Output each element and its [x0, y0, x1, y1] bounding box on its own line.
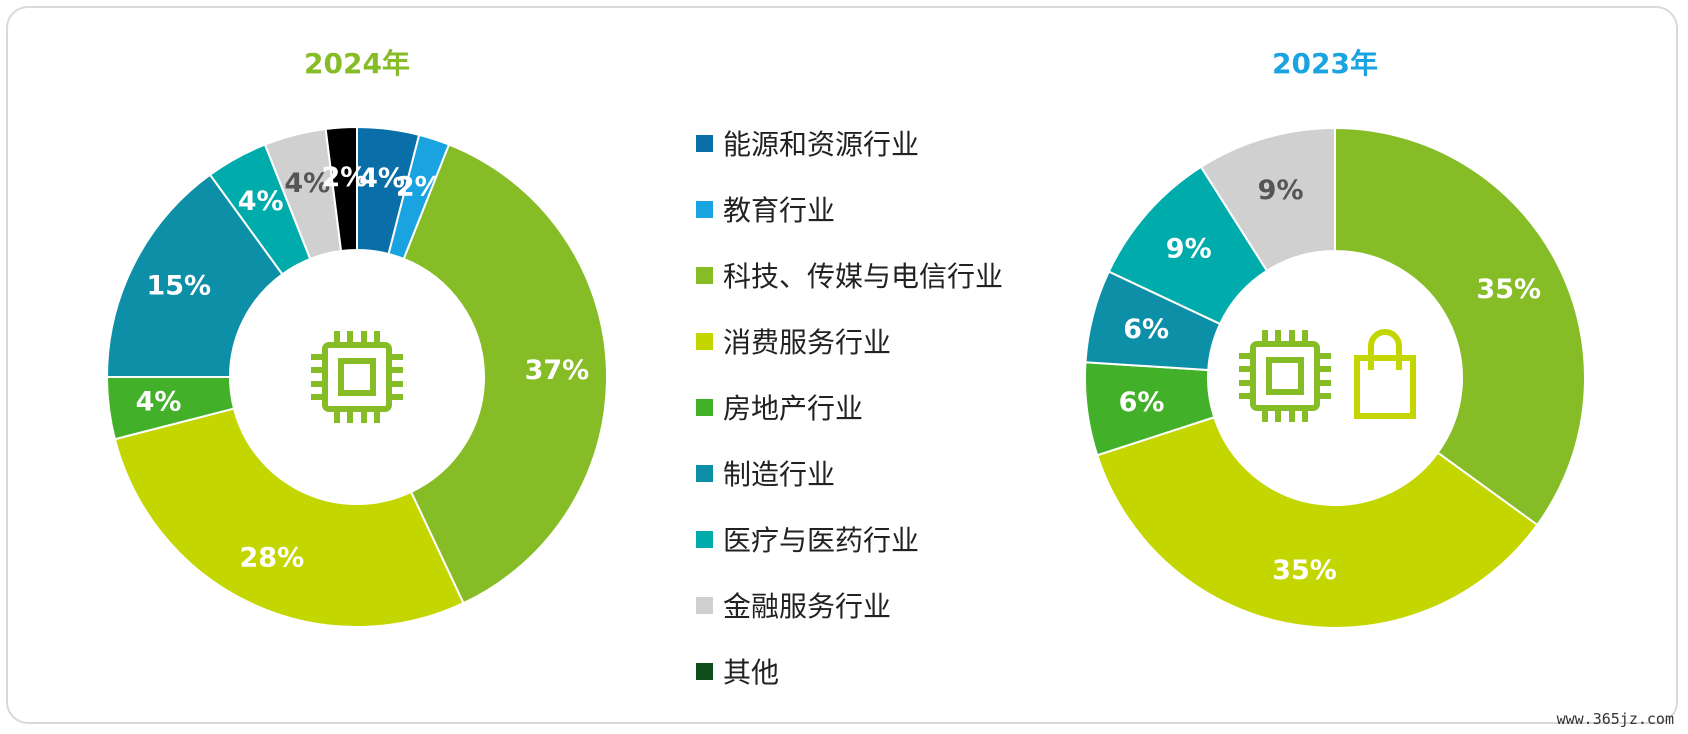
- legend-label: 制造行业: [723, 458, 836, 491]
- slice-label: 4%: [359, 163, 405, 194]
- donut-slice: [1199, 126, 1336, 273]
- donut-slice: [324, 125, 358, 253]
- slice-label: 28%: [240, 542, 305, 573]
- legend-item: 其他: [696, 638, 1003, 704]
- legend-swatch: [696, 134, 713, 152]
- legend-label: 金融服务行业: [723, 590, 892, 623]
- donut-slice: [1334, 126, 1586, 527]
- slice-label: 9%: [1258, 175, 1304, 206]
- chip-icon: [311, 331, 403, 423]
- legend-swatch: [696, 464, 713, 482]
- watermark: www.365jz.com: [1556, 710, 1674, 728]
- legend-item: 教育行业: [696, 176, 1003, 242]
- legend: 能源和资源行业 教育行业科技、传媒与电信行业 消费服务行业 房地产行业制造行业医疗与医…: [696, 110, 1003, 704]
- donut-slice: [105, 173, 284, 378]
- legend-item: 制造行业: [696, 440, 1003, 506]
- donut-1: 35% 35% 6% 6% 9% 9%: [1084, 126, 1586, 629]
- slice-label: 4%: [238, 186, 284, 217]
- legend-label: 能源和资源行业: [723, 128, 920, 161]
- slice-label: 4%: [136, 387, 182, 418]
- slice-label: 6%: [1123, 314, 1169, 345]
- slice-label: 35%: [1476, 274, 1541, 305]
- legend-label: 房地产行业: [723, 392, 864, 425]
- legend-item: 金融服务行业: [696, 572, 1003, 638]
- slice-label: 35%: [1272, 555, 1337, 586]
- chart-title-2024: 2024年: [304, 47, 410, 80]
- chip-icon: [1239, 330, 1331, 422]
- legend-swatch: [696, 200, 713, 218]
- donut-0: 4%2%37%28%4%15%4%4%2%: [105, 125, 608, 628]
- shopping-bag-icon: [1354, 329, 1416, 419]
- donut-slice: [1095, 415, 1539, 629]
- slice-label: 4%: [284, 168, 330, 199]
- legend-swatch: [696, 596, 713, 614]
- legend-item: 能源和资源行业: [696, 110, 1003, 176]
- legend-label: 其他: [723, 656, 780, 689]
- legend-item: 医疗与医药行业: [696, 506, 1003, 572]
- legend-item: 房地产行业: [696, 374, 1003, 440]
- slice-label: 6%: [1119, 387, 1165, 418]
- legend-label: 教育行业: [723, 194, 836, 227]
- legend-swatch: [696, 266, 713, 284]
- legend-label: 科技、传媒与电信行业: [723, 260, 1004, 293]
- legend-swatch: [696, 332, 713, 350]
- legend-label: 医疗与医药行业: [723, 524, 920, 557]
- legend-swatch: [696, 662, 713, 680]
- slice-label: 9%: [1166, 234, 1212, 265]
- slice-label: 2%: [322, 162, 368, 193]
- donut-slice: [113, 407, 465, 628]
- chart-title-2023: 2023年: [1272, 47, 1378, 80]
- legend-item: 消费服务行业: [696, 308, 1003, 374]
- legend-swatch: [696, 398, 713, 416]
- legend-label: 消费服务行业: [723, 326, 892, 359]
- slice-label: 15%: [146, 271, 211, 302]
- legend-swatch: [696, 530, 713, 548]
- slice-label: 37%: [525, 355, 590, 386]
- donut-slice: [402, 143, 608, 605]
- legend-item: 科技、传媒与电信行业: [696, 242, 1003, 308]
